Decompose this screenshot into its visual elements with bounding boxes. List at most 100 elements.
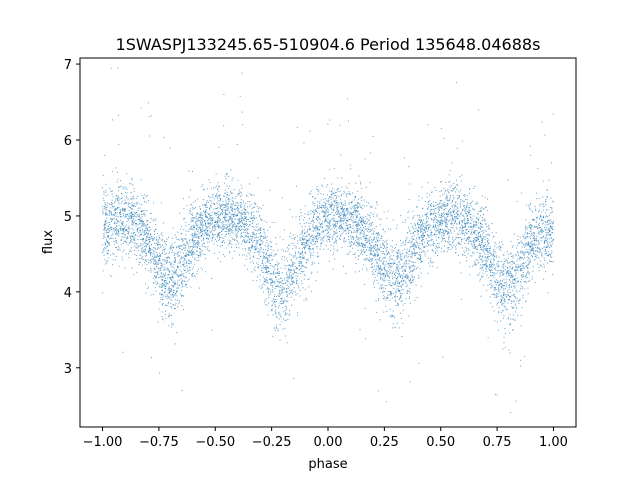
data-point	[453, 210, 455, 212]
data-point	[209, 236, 211, 238]
data-point	[348, 183, 350, 185]
data-point	[368, 259, 370, 261]
data-point	[139, 258, 141, 259]
data-point	[272, 285, 274, 287]
data-point	[541, 231, 543, 233]
data-point	[481, 217, 483, 218]
data-point	[540, 231, 542, 233]
data-point	[523, 244, 525, 246]
data-point	[290, 291, 292, 293]
data-point	[116, 198, 118, 199]
data-point	[471, 265, 473, 267]
data-point	[136, 245, 138, 247]
data-point	[403, 280, 404, 282]
data-point	[416, 229, 418, 231]
data-point	[172, 286, 174, 288]
data-point	[160, 298, 162, 300]
data-point	[328, 228, 330, 230]
data-point	[328, 198, 330, 200]
data-point	[336, 220, 338, 222]
data-point	[447, 232, 448, 234]
data-point	[478, 244, 480, 246]
data-point	[223, 204, 225, 206]
data-point	[117, 67, 119, 69]
data-point	[171, 266, 173, 268]
data-point	[397, 254, 399, 256]
data-point	[389, 280, 391, 282]
data-point	[491, 269, 493, 271]
data-point	[503, 299, 505, 301]
data-point	[471, 252, 473, 254]
data-point	[400, 295, 402, 297]
data-point	[383, 245, 385, 246]
data-point	[459, 243, 460, 245]
data-point	[402, 276, 404, 278]
data-point	[460, 200, 462, 202]
data-point	[393, 255, 395, 257]
data-point	[551, 237, 552, 239]
data-point	[332, 197, 334, 199]
data-point	[336, 209, 338, 211]
data-point	[373, 230, 375, 232]
data-point	[169, 278, 171, 279]
data-point	[467, 202, 469, 204]
data-point	[130, 250, 132, 252]
data-point	[169, 298, 171, 300]
data-point	[122, 224, 124, 226]
data-point	[448, 220, 450, 222]
data-point	[450, 211, 451, 213]
data-point	[396, 296, 398, 297]
data-point	[499, 241, 500, 243]
data-point	[262, 260, 263, 262]
data-point	[206, 238, 207, 240]
data-point	[446, 205, 448, 207]
data-point	[200, 235, 202, 236]
data-point	[511, 286, 512, 288]
data-point	[315, 227, 316, 229]
data-point	[251, 245, 253, 247]
data-point	[534, 226, 536, 227]
data-point	[159, 301, 161, 303]
data-point	[408, 253, 410, 255]
data-point	[475, 248, 477, 249]
data-point	[239, 229, 240, 231]
data-point	[324, 221, 325, 223]
data-point	[152, 263, 154, 265]
data-point	[122, 228, 124, 230]
data-point	[438, 237, 440, 238]
data-point	[193, 263, 195, 265]
data-point	[181, 249, 183, 251]
data-point	[507, 267, 508, 268]
data-point	[349, 245, 351, 247]
data-point	[489, 252, 491, 254]
data-point	[263, 229, 265, 230]
data-point	[483, 220, 485, 222]
data-point	[441, 203, 443, 205]
data-point	[192, 275, 194, 277]
data-point	[535, 244, 537, 246]
data-point	[490, 269, 492, 271]
data-point	[282, 306, 284, 308]
data-point	[368, 249, 370, 251]
data-point	[345, 240, 347, 242]
data-point	[337, 213, 338, 215]
data-point	[524, 355, 526, 357]
data-point	[205, 223, 207, 225]
data-point	[240, 215, 242, 217]
data-point	[551, 240, 553, 242]
data-point	[474, 247, 475, 249]
data-point	[395, 305, 397, 306]
data-point	[425, 225, 427, 226]
data-point	[277, 272, 278, 274]
data-point	[507, 292, 509, 294]
data-point	[486, 240, 488, 242]
data-point	[229, 223, 231, 225]
data-point	[452, 195, 454, 196]
data-point	[510, 240, 512, 242]
data-point	[225, 213, 227, 214]
data-point	[157, 271, 158, 273]
data-point	[257, 266, 259, 268]
data-point	[488, 239, 490, 241]
data-point	[445, 220, 447, 222]
data-point	[289, 310, 290, 312]
